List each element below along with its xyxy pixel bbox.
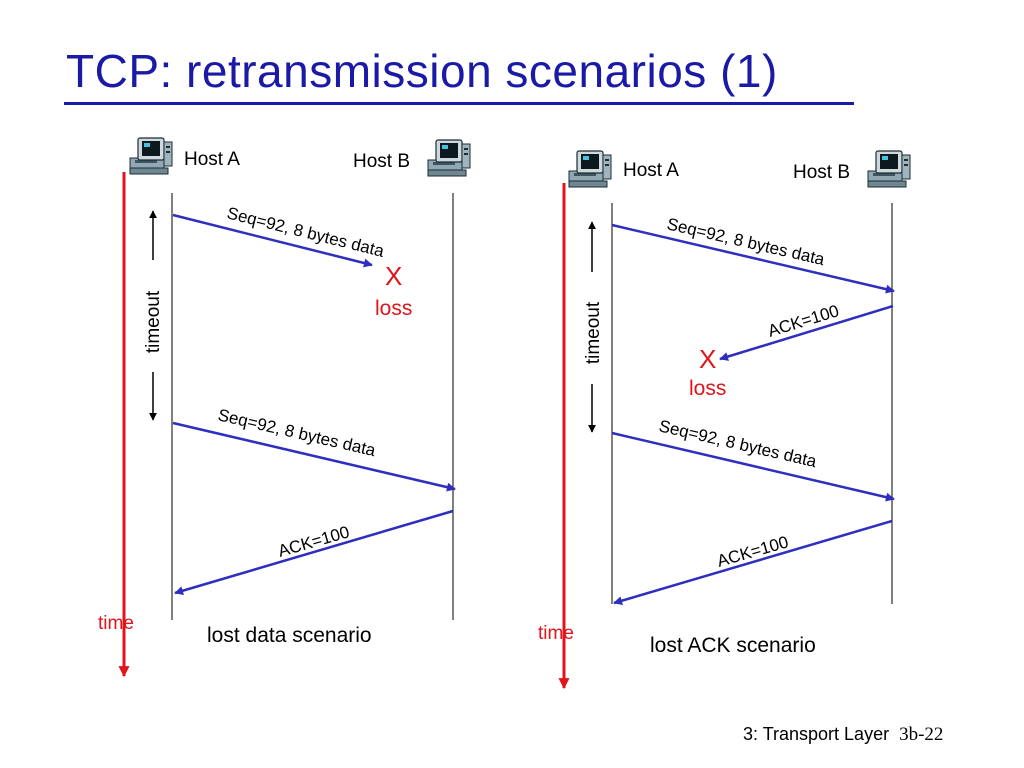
message-label: ACK=100: [766, 301, 842, 341]
loss-label: loss: [375, 297, 412, 320]
message-ack100-lost: [719, 304, 894, 361]
message-seq92-lost: [172, 213, 373, 268]
message-ack100: [613, 519, 893, 606]
time-label: time: [538, 623, 574, 644]
loss-x-marker: X: [385, 261, 402, 291]
message-seq92-retransmit: [611, 431, 895, 502]
message-label: ACK=100: [715, 532, 791, 570]
host-b-computer-icon: [427, 139, 471, 177]
host-a-computer-icon: [568, 150, 612, 188]
message-label: Seq=92, 8 bytes data: [225, 203, 386, 261]
scenario-caption: lost ACK scenario: [650, 634, 816, 657]
loss-label: loss: [689, 377, 726, 400]
timeout-label: timeout: [143, 290, 164, 353]
footer-section-label: 3: Transport Layer: [743, 724, 890, 744]
host-b-label: Host B: [793, 162, 850, 183]
host-a-computer-icon: [129, 137, 173, 175]
message-seq92: [611, 223, 895, 294]
message-ack100: [174, 509, 454, 596]
slide-footer: 3: Transport Layer 3b-22: [743, 724, 943, 746]
slide-title: TCP: retransmission scenarios (1): [66, 45, 778, 97]
page-number: 3b-22: [899, 724, 944, 745]
scenario-lost-ack: Host A Host B time timeout Seq=92, 8 byt…: [538, 150, 911, 690]
scenario-caption: lost data scenario: [207, 624, 372, 647]
host-b-computer-icon: [867, 150, 911, 188]
scenario-lost-data: Host A Host B time timeout Seq=92, 8 byt…: [98, 137, 471, 678]
time-label: time: [98, 613, 134, 634]
title-underline: [64, 102, 854, 105]
host-a-label: Host A: [184, 149, 240, 170]
host-a-label: Host A: [623, 160, 679, 181]
message-label: ACK=100: [276, 522, 352, 560]
loss-x-marker: X: [699, 344, 716, 374]
message-seq92-retransmit: [172, 421, 456, 492]
host-b-label: Host B: [353, 151, 410, 172]
timeout-label: timeout: [583, 301, 604, 364]
